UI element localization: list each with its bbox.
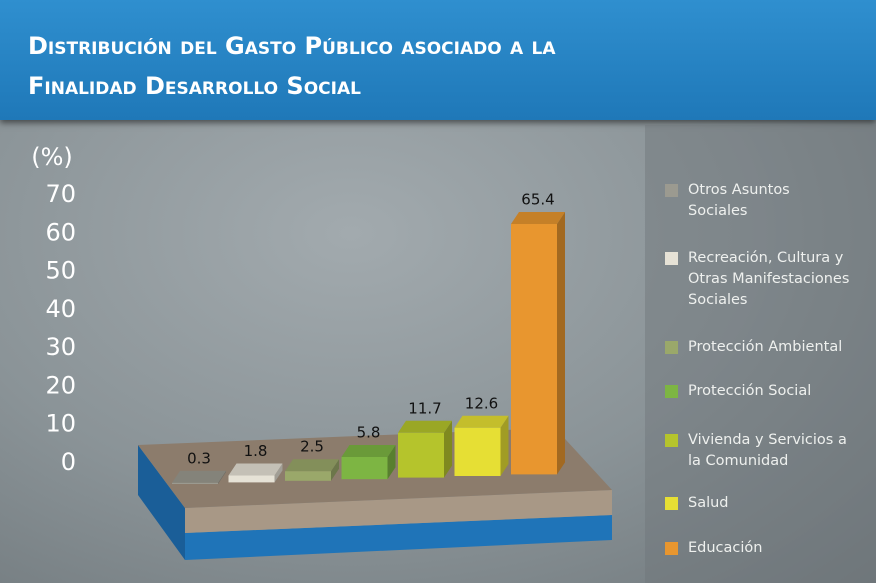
bar xyxy=(398,420,452,478)
bar-front xyxy=(398,432,444,478)
bar-top xyxy=(341,444,396,457)
chart-title: Distribución del Gasto Público asociado … xyxy=(28,32,556,100)
value-label: 65.4 xyxy=(521,191,554,209)
y-tick-label: 50 xyxy=(45,257,76,285)
legend-label: Protección Ambiental xyxy=(688,339,843,355)
legend-swatch xyxy=(665,252,678,265)
value-label: 5.8 xyxy=(357,423,381,441)
value-label: 11.7 xyxy=(408,399,441,417)
bar xyxy=(511,212,565,475)
legend-swatch xyxy=(665,542,678,555)
value-label: 1.8 xyxy=(244,442,268,460)
legend-label: Salud xyxy=(688,495,729,511)
y-tick-label: 20 xyxy=(45,371,76,399)
y-tick-label: 70 xyxy=(45,180,76,208)
platform-base xyxy=(185,515,612,560)
bar-front xyxy=(454,427,501,476)
y-axis-label: (%) xyxy=(31,143,73,171)
bar xyxy=(285,459,339,481)
bar xyxy=(172,470,226,484)
bar-top xyxy=(398,420,452,433)
bar-side xyxy=(331,459,339,481)
legend-label: Vivienda y Servicios a la Comunidad xyxy=(688,432,847,469)
bar-side xyxy=(274,463,283,483)
legend-label: Protección Social xyxy=(688,383,812,399)
y-tick-label: 60 xyxy=(45,218,76,246)
bar-top xyxy=(454,415,509,428)
platform-side xyxy=(138,445,185,560)
bar xyxy=(454,415,509,476)
legend-swatch xyxy=(665,341,678,354)
y-tick-label: 30 xyxy=(45,333,76,361)
bar-side xyxy=(444,420,452,478)
bar-front xyxy=(228,475,275,483)
value-label: 12.6 xyxy=(465,394,498,412)
legend-label: Otros Asuntos Sociales xyxy=(688,182,790,219)
bar-side xyxy=(387,444,396,480)
bar-front xyxy=(172,482,218,484)
header: Distribución del Gasto Público asociado … xyxy=(0,0,876,120)
legend-swatch xyxy=(665,184,678,197)
legend-swatch xyxy=(665,497,678,510)
bar xyxy=(228,463,283,483)
y-tick-label: 10 xyxy=(45,410,76,438)
y-tick-label: 0 xyxy=(61,448,76,476)
bar-front xyxy=(285,471,331,481)
bar-side xyxy=(218,470,226,484)
legend-label: Educación xyxy=(688,540,763,556)
legend-swatch xyxy=(665,434,678,447)
value-label: 0.3 xyxy=(187,449,211,467)
bar-front xyxy=(511,224,557,475)
bar xyxy=(341,444,396,480)
bar-side xyxy=(557,212,565,475)
y-tick-label: 40 xyxy=(45,295,76,323)
bar-top xyxy=(285,459,339,472)
legend-swatch xyxy=(665,385,678,398)
legend-panel xyxy=(645,125,876,583)
bar-front xyxy=(341,456,388,480)
bar-top xyxy=(172,470,226,483)
bar-top xyxy=(511,212,565,225)
value-label: 2.5 xyxy=(300,438,324,456)
bar-top xyxy=(228,463,283,476)
platform-front xyxy=(185,490,612,533)
bar-side xyxy=(500,415,509,476)
legend-label: Recreación, Cultura y Otras Manifestacio… xyxy=(688,250,850,308)
